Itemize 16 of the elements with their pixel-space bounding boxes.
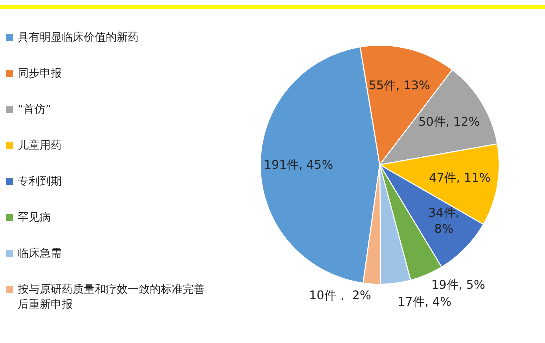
legend-label: “首仿” <box>18 102 52 117</box>
legend-label: 临床急需 <box>18 246 62 261</box>
data-label: 47件, 11% <box>429 171 491 186</box>
data-label: 10件， 2% <box>309 288 372 302</box>
legend-label: 按与原研药质量和疗效一致的标准完善后重新申报 <box>18 282 206 312</box>
data-label: 191件, 45% <box>264 158 334 172</box>
data-label: 34件, 8% <box>428 206 460 236</box>
legend-label: 罕见病 <box>18 210 51 225</box>
data-label: 55件, 13% <box>368 78 430 92</box>
data-label: 50件, 12% <box>418 114 480 129</box>
legend-label: 儿童用药 <box>18 138 62 153</box>
legend-label: 具有明显临床价值的新药 <box>18 30 139 45</box>
data-label: 17件, 4% <box>398 295 452 310</box>
legend-label: 同步申报 <box>18 66 62 81</box>
data-label: 19件, 5% <box>431 278 486 292</box>
legend-label: 专利到期 <box>18 174 62 189</box>
